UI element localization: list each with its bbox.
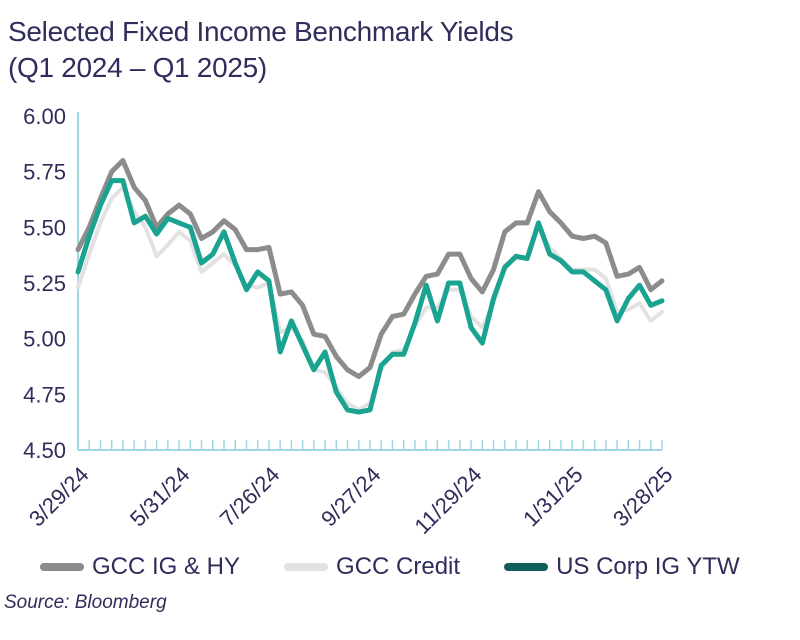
y-tick-label: 5.25 [23,271,66,296]
x-tick-label: 7/26/24 [215,462,285,532]
x-tick-label: 9/27/24 [316,462,386,532]
y-tick-label: 6.00 [23,104,66,129]
y-tick-label: 5.75 [23,160,66,185]
legend-swatch-us-corp-ig-ytw [504,563,549,571]
legend-item-gcc-ig-hy: GCC IG & HY [40,553,240,581]
x-tick-label: 1/31/25 [518,462,588,532]
y-tick-label: 4.50 [23,438,66,463]
chart-title-line-1: Selected Fixed Income Benchmark Yields [8,16,514,47]
legend-label-gcc-ig-hy: GCC IG & HY [92,553,241,580]
source-note: Source: Bloomberg [4,592,167,613]
x-tick-label: 3/28/25 [608,462,678,532]
series-line-gcc-ig-hy [75,158,665,379]
y-tick-label: 5.50 [23,215,66,240]
chart-title-line-2: (Q1 2024 – Q1 2025) [8,52,267,83]
x-tick-label: 3/29/24 [24,462,94,532]
legend-swatch-gcc-ig-hy [40,563,84,571]
x-tick-label: 5/31/24 [125,462,195,532]
y-tick-label: 5.00 [23,327,66,352]
legend-swatch-gcc-credit [284,563,329,571]
chart-title: Selected Fixed Income Benchmark Yields (… [8,14,514,86]
legend-label-gcc-credit: GCC Credit [336,553,461,580]
chart-legend: GCC IG & HY GCC Credit US Corp IG YTW [40,552,784,582]
x-tick-label: 11/29/24 [410,462,487,539]
series-line-us-corp-ig-ytw [75,178,665,415]
legend-label-us-corp-ig-ytw: US Corp IG YTW [556,553,740,580]
legend-item-gcc-credit: GCC Credit [284,553,460,581]
y-tick-label: 4.75 [23,382,66,407]
legend-item-us-corp-ig-ytw: US Corp IG YTW [504,553,740,581]
